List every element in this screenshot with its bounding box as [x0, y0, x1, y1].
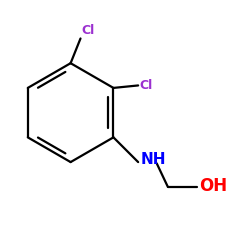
Text: NH: NH: [141, 152, 166, 167]
Text: OH: OH: [199, 176, 227, 194]
Text: Cl: Cl: [140, 79, 153, 92]
Text: Cl: Cl: [82, 24, 95, 37]
